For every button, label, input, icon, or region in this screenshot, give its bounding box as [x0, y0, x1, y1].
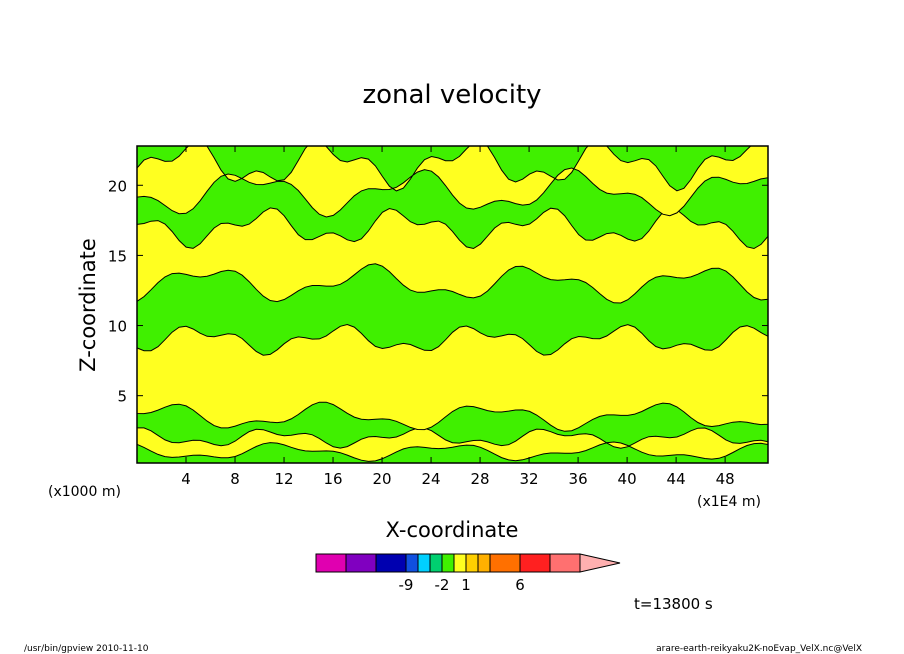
- y-tick-label: 15: [108, 247, 127, 265]
- x-tick-label: 48: [716, 470, 735, 488]
- footer-left: /usr/bin/gpview 2010-11-10: [24, 644, 149, 654]
- contour-band-yellow: [137, 427, 768, 462]
- colorbar-swatch: [465, 553, 479, 573]
- contour-band-yellow: [137, 207, 768, 304]
- contour-band-yellow: [137, 146, 768, 218]
- x-tick-label: 8: [230, 470, 240, 488]
- x-tick-label: 36: [569, 470, 588, 488]
- colorbar-swatch: [345, 553, 377, 573]
- y-unit-label: (x1000 m): [48, 484, 121, 500]
- y-tick-label: 20: [108, 177, 127, 195]
- colorbar-label: -9: [399, 576, 414, 594]
- x-tick-label: 32: [520, 470, 539, 488]
- colorbar-swatch: [477, 553, 491, 573]
- time-label: t=13800 s: [634, 595, 713, 613]
- colorbar-label: 1: [461, 576, 471, 594]
- x-tick-label: 16: [323, 470, 342, 488]
- colorbar-swatch: [315, 553, 347, 573]
- x-tick-label: 28: [471, 470, 490, 488]
- plot-area: [136, 145, 769, 464]
- colorbar: -9 -2 1 6: [315, 553, 621, 594]
- x-tick-label: 12: [274, 470, 293, 488]
- colorbar-swatch: [429, 553, 443, 573]
- x-tick-label: 40: [618, 470, 637, 488]
- y-tick-label: 5: [117, 388, 127, 406]
- chart-title: zonal velocity: [362, 80, 541, 110]
- colorbar-label: 6: [515, 576, 525, 594]
- y-axis-label: Z-coordinate: [76, 238, 100, 372]
- contour-band-yellow: [137, 323, 768, 432]
- colorbar-swatch: [405, 553, 419, 573]
- colorbar-swatch: [453, 553, 467, 573]
- colorbar-swatch: [519, 553, 551, 573]
- plot-frame: [136, 145, 769, 464]
- colorbar-label: -2: [435, 576, 450, 594]
- x-tick-label: 20: [373, 470, 392, 488]
- x-tick-label: 4: [181, 470, 191, 488]
- colorbar-swatch: [441, 553, 455, 573]
- x-axis-label: X-coordinate: [386, 518, 519, 542]
- colorbar-extend-arrow: [579, 553, 621, 573]
- colorbar-swatch: [549, 553, 581, 573]
- x-tick-label: 24: [422, 470, 441, 488]
- colorbar-swatch: [417, 553, 431, 573]
- colorbar-swatch: [375, 553, 407, 573]
- x-unit-label: (x1E4 m): [697, 494, 761, 510]
- y-tick-label: 10: [108, 318, 127, 336]
- footer-right: arare-earth-reikyaku2K-noEvap_VelX.nc@Ve…: [656, 644, 862, 654]
- colorbar-swatch: [489, 553, 521, 573]
- x-tick-label: 44: [667, 470, 686, 488]
